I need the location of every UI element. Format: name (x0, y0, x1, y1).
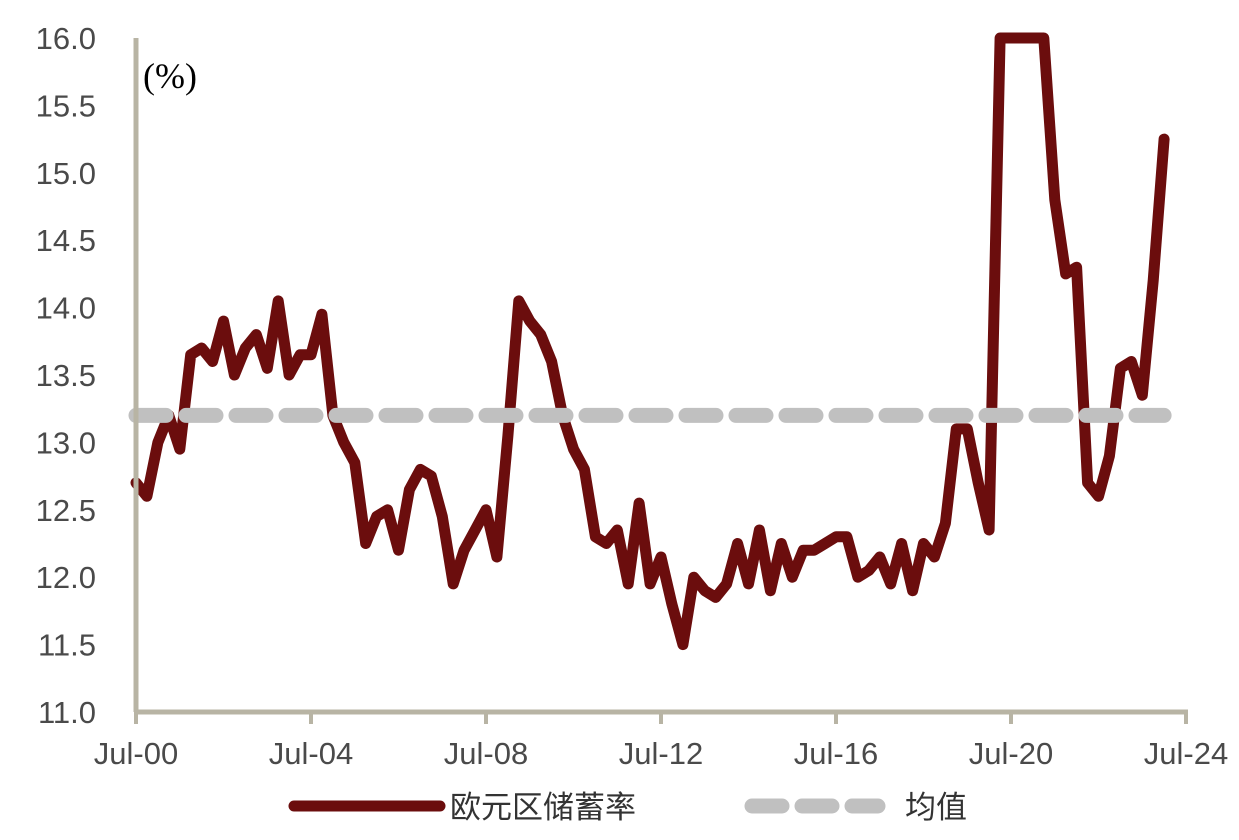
y-tick-label: 13.5 (36, 358, 96, 393)
y-tick-label: 15.0 (36, 156, 96, 191)
y-tick-label: 12.0 (36, 560, 96, 595)
y-tick-label: 14.0 (36, 291, 96, 326)
series-line-savings-rate (130, 32, 1170, 651)
x-tick-label: Jul-00 (94, 736, 178, 771)
x-axis-tick-labels: Jul-00 Jul-04 Jul-08 Jul-12 Jul-16 Jul-20 Jul-… (94, 736, 1228, 771)
y-tick-label: 11.5 (38, 628, 96, 663)
y-tick-label: 11.0 (38, 695, 96, 730)
y-tick-label: 14.5 (36, 223, 96, 258)
axes (133, 38, 1188, 724)
x-tick-label: Jul-20 (969, 736, 1053, 771)
x-tick-label: Jul-04 (269, 736, 353, 771)
y-tick-label: 16.0 (36, 21, 96, 56)
y-axis-tick-labels: 11.0 11.5 12.0 12.5 13.0 13.5 14.0 14.5 15.0 15.5… (36, 21, 96, 730)
x-tick-label: Jul-16 (794, 736, 878, 771)
x-tick-label: Jul-24 (1144, 736, 1228, 771)
y-tick-label: 15.5 (36, 88, 96, 123)
legend-label-savings-rate: 欧元区储蓄率 (450, 790, 636, 826)
legend: 欧元区储蓄率 均值 (288, 790, 967, 826)
plot-area (128, 32, 1172, 651)
legend-label-mean: 均值 (905, 790, 967, 826)
y-unit-label: (%) (143, 56, 197, 96)
x-tick-label: Jul-12 (619, 736, 703, 771)
y-tick-label: 13.0 (36, 425, 96, 460)
y-tick-label: 12.5 (36, 493, 96, 528)
x-tick-label: Jul-08 (444, 736, 528, 771)
